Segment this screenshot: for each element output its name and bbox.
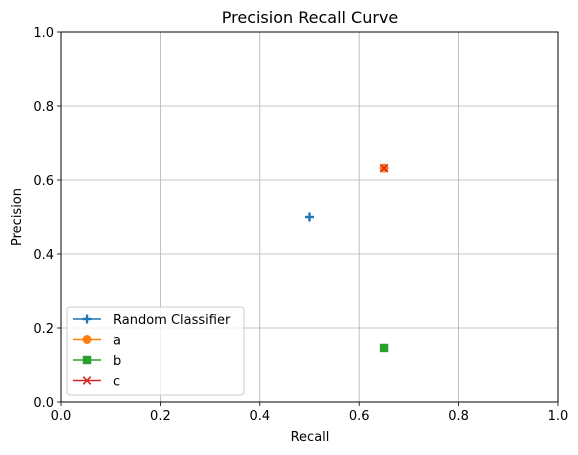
x-tick-label: 0.4 (249, 409, 270, 424)
data-points (305, 163, 389, 353)
legend-marker (82, 376, 92, 385)
y-tick-label: 1.0 (33, 26, 54, 41)
plot-frame (60, 31, 559, 403)
legend-label: a (113, 334, 121, 349)
x-tick-label: 0.8 (448, 409, 469, 424)
data-point-c (379, 163, 389, 173)
ticks: 0.0 0.2 0.4 0.6 0.8 1.0 0.0 0.2 0.4 0.6 0.8 1.0 (33, 26, 568, 424)
legend-marker (82, 335, 92, 344)
x-tick-label: 0.2 (150, 409, 171, 424)
y-axis-label: Precision (10, 188, 25, 246)
legend-marker (82, 355, 92, 365)
y-tick-label: 0.8 (33, 100, 54, 115)
data-point-b (379, 343, 389, 353)
legend-label: Random Classifier (113, 313, 231, 328)
y-tick-label: 0.4 (33, 248, 54, 263)
legend-marker (82, 314, 92, 324)
data-point-random-classifier (305, 212, 314, 222)
legend-box (66, 306, 245, 396)
x-tick-label: 1.0 (548, 409, 569, 424)
x-tick-label: 0.6 (349, 409, 370, 424)
x-axis-label: Recall (291, 430, 330, 445)
y-tick-label: 0.6 (33, 174, 54, 189)
legend-label: b (113, 354, 121, 369)
legend: Random Classifier abc (66, 306, 245, 396)
y-tick-label: 0.2 (33, 322, 54, 337)
legend-label: c (113, 375, 120, 390)
y-tick-label: 0.0 (33, 396, 54, 411)
chart-title: Precision Recall Curve (222, 8, 399, 27)
x-tick-label: 0.0 (51, 409, 72, 424)
